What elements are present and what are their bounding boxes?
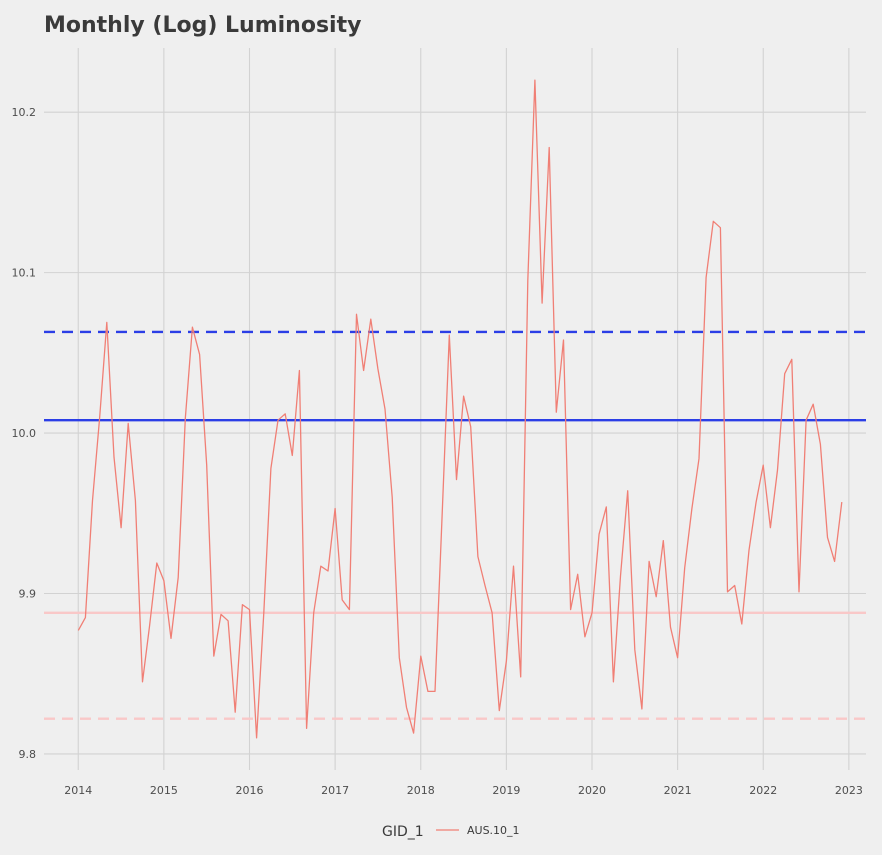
- legend-title: GID_1: [382, 824, 424, 840]
- grid: [44, 48, 866, 770]
- x-tick-label: 2015: [150, 784, 178, 797]
- x-tick-label: 2023: [835, 784, 863, 797]
- x-tick-label: 2018: [407, 784, 435, 797]
- y-axis: 9.8 9.9 10.0 10.1 10.2: [12, 106, 37, 761]
- reference-lines: [44, 330, 866, 720]
- x-tick-label: 2020: [578, 784, 606, 797]
- x-tick-label: 2022: [749, 784, 777, 797]
- legend: GID_1 AUS.10_1: [382, 824, 520, 840]
- y-tick-label: 10.0: [12, 427, 37, 440]
- x-tick-label: 2019: [492, 784, 520, 797]
- chart-title: Monthly (Log) Luminosity: [44, 13, 361, 38]
- legend-label-aus-10-1: AUS.10_1: [467, 824, 520, 837]
- series-lines: [77, 79, 843, 739]
- x-axis: 2014 2015 2016 2017 2018 2019 2020 2021 2022 2023: [64, 784, 863, 797]
- y-tick-label: 9.9: [19, 588, 37, 601]
- x-tick-label: 2014: [64, 784, 92, 797]
- y-tick-label: 9.8: [19, 748, 37, 761]
- series-line-aus-10-1: [77, 79, 843, 739]
- x-tick-label: 2021: [664, 784, 692, 797]
- x-tick-label: 2017: [321, 784, 349, 797]
- x-tick-label: 2016: [236, 784, 264, 797]
- y-tick-label: 10.1: [12, 267, 37, 280]
- y-tick-label: 10.2: [12, 106, 37, 119]
